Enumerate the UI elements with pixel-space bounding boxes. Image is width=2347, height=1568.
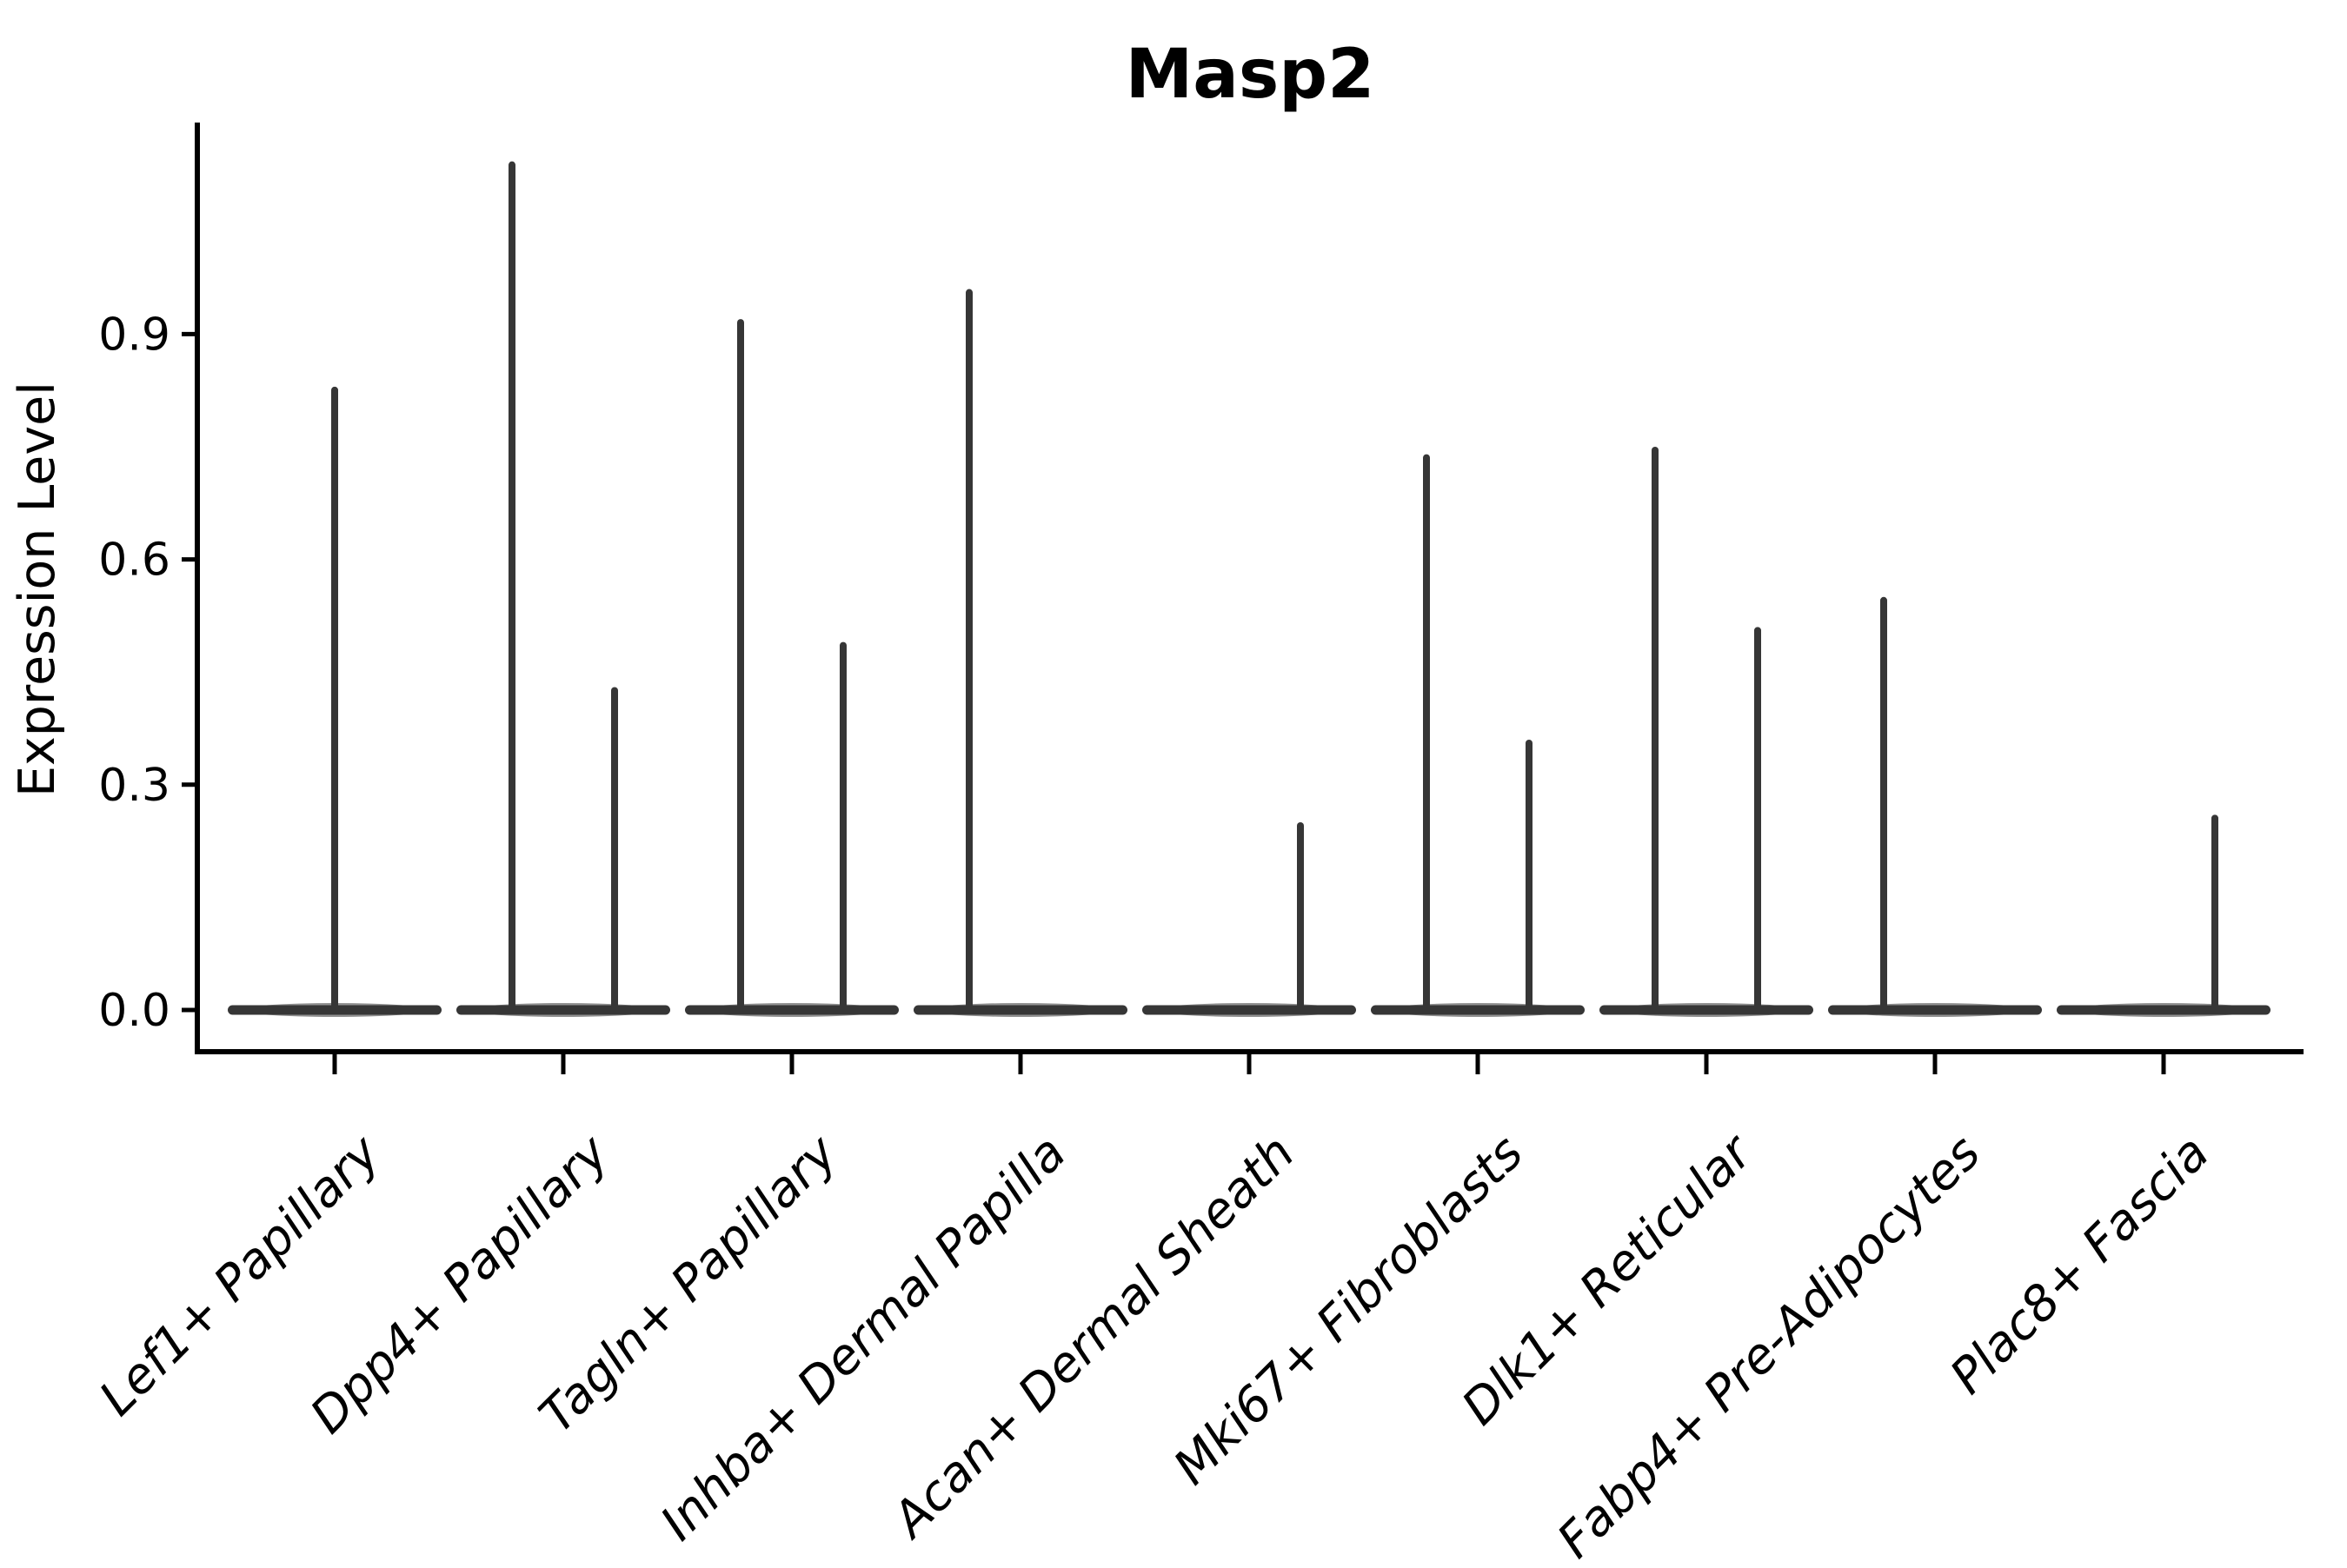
- violin-baseline: [228, 1005, 442, 1015]
- violin-spike: [1754, 627, 1761, 1015]
- violin: [1599, 447, 1813, 1017]
- violin: [1828, 596, 2042, 1017]
- y-tick-label: 0.6: [98, 535, 170, 587]
- violin-spike: [737, 319, 744, 1015]
- chart-title: Masp2: [1126, 36, 1375, 114]
- violin-baseline: [1142, 1005, 1356, 1015]
- violin: [685, 319, 899, 1017]
- violin-baseline: [1828, 1005, 2042, 1015]
- violin-baseline: [456, 1005, 670, 1015]
- violin: [1142, 822, 1356, 1017]
- violin-spike: [1652, 447, 1659, 1015]
- violin-spike: [966, 289, 973, 1015]
- violin-spike: [840, 641, 847, 1015]
- violin: [2057, 814, 2271, 1017]
- violin-spike: [331, 386, 338, 1015]
- violin-baseline: [2057, 1005, 2271, 1015]
- violin: [456, 161, 670, 1017]
- y-tick-label: 0.3: [98, 760, 170, 812]
- violin-baseline: [914, 1005, 1127, 1015]
- violin: [1371, 454, 1585, 1017]
- x-category-label: Inhba+ Dermal Papilla: [650, 1125, 1077, 1551]
- violin: [914, 289, 1127, 1017]
- violin-baseline: [1599, 1005, 1813, 1015]
- violin-baseline: [1371, 1005, 1585, 1015]
- violin-spike: [1423, 454, 1430, 1015]
- violin-spike: [611, 687, 618, 1015]
- y-tick-label: 0.9: [98, 309, 170, 361]
- violin-spike: [1880, 596, 1887, 1015]
- violin: [228, 386, 442, 1017]
- violin-spike: [2211, 814, 2218, 1015]
- x-category-label: Fabp4+ Pre-Adipocytes: [1547, 1125, 1991, 1565]
- violin-baseline: [685, 1005, 899, 1015]
- violin-spike: [1297, 822, 1304, 1015]
- y-tick-label: 0.0: [98, 985, 170, 1037]
- violin-spike: [1526, 739, 1533, 1015]
- y-axis-label: Expression Level: [9, 382, 66, 797]
- x-category-label: Acan+ Dermal Sheath: [881, 1125, 1306, 1550]
- violin-spike: [509, 161, 515, 1015]
